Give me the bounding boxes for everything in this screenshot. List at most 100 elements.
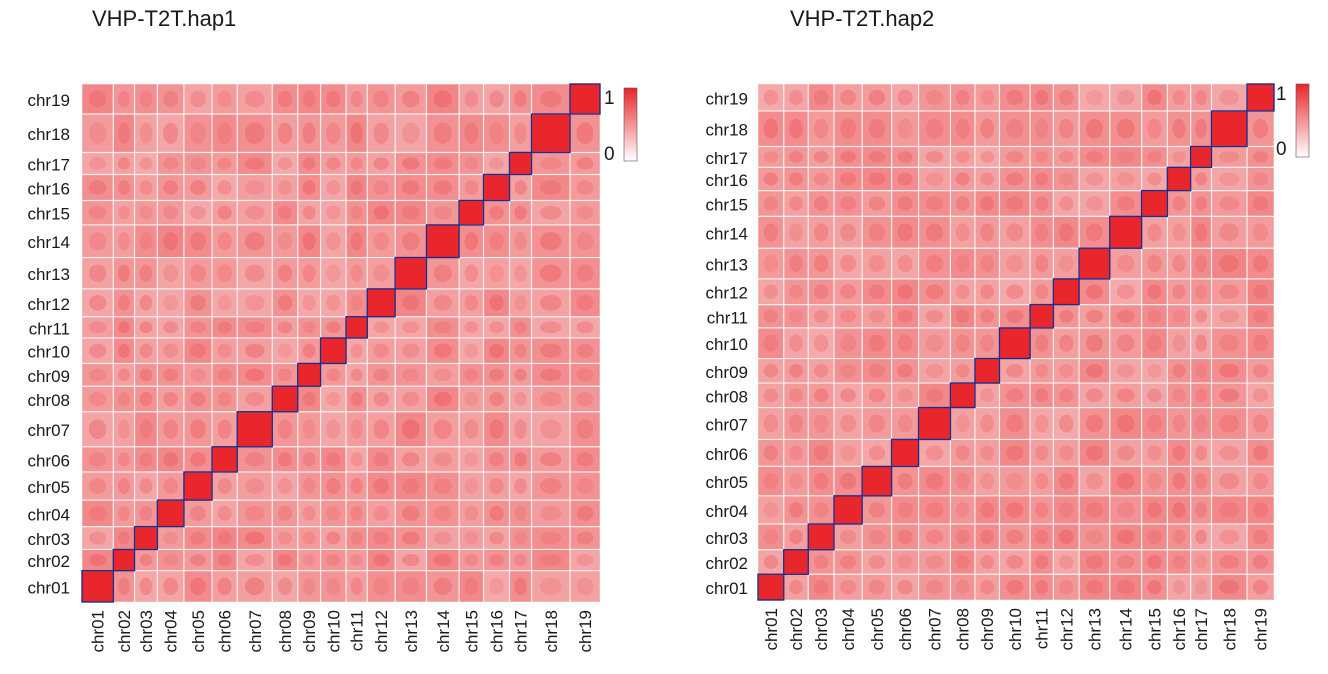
- inter-chromosome-signal: [955, 445, 970, 461]
- inter-chromosome-cell: [426, 447, 459, 472]
- y-tick-label: chr11: [707, 308, 748, 327]
- inter-chromosome-cell: [298, 317, 321, 338]
- inter-chromosome-signal: [925, 118, 944, 139]
- inter-chromosome-signal: [464, 157, 479, 170]
- inter-chromosome-cell: [184, 200, 212, 225]
- inter-chromosome-cell: [1211, 524, 1247, 550]
- inter-chromosome-cell: [1142, 248, 1167, 279]
- inter-chromosome-cell: [426, 500, 459, 527]
- inter-chromosome-signal: [576, 205, 594, 220]
- inter-chromosome-signal: [1219, 89, 1240, 106]
- inter-chromosome-signal: [1116, 309, 1135, 323]
- inter-chromosome-signal: [576, 368, 594, 382]
- intra-chromosome-cell: [808, 524, 834, 550]
- inter-chromosome-signal: [1085, 472, 1104, 490]
- inter-chromosome-cell: [1142, 167, 1167, 191]
- inter-chromosome-signal: [433, 478, 452, 494]
- inter-chromosome-signal: [576, 531, 594, 545]
- inter-chromosome-cell: [999, 84, 1030, 111]
- inter-chromosome-signal: [402, 531, 420, 545]
- inter-chromosome-signal: [1172, 555, 1186, 569]
- inter-chromosome-signal: [1085, 388, 1104, 403]
- y-tick-label: chr13: [705, 256, 748, 275]
- inter-chromosome-cell: [212, 549, 237, 571]
- inter-chromosome-signal: [244, 343, 265, 358]
- intra-chromosome-cell: [237, 411, 273, 447]
- inter-chromosome-signal: [1147, 334, 1162, 352]
- inter-chromosome-cell: [484, 571, 510, 602]
- inter-chromosome-signal: [955, 223, 970, 242]
- heatmap-panel-hap1: VHP-T2T.hap1 chr01chr02chr03chr04chr05ch…: [27, 6, 638, 653]
- inter-chromosome-signal: [277, 264, 293, 282]
- inter-chromosome-cell: [184, 571, 212, 602]
- y-tick-label: chr09: [27, 367, 70, 386]
- y-tick-label: chr18: [27, 125, 70, 144]
- inter-chromosome-signal: [1035, 472, 1049, 490]
- inter-chromosome-signal: [217, 577, 232, 596]
- colorbar: 1 0: [604, 87, 638, 165]
- diagonal-box: [81, 569, 115, 603]
- inter-chromosome-signal: [373, 157, 390, 170]
- inter-chromosome-signal: [1172, 151, 1186, 163]
- inter-chromosome-signal: [88, 452, 107, 467]
- inter-chromosome-cell: [1079, 383, 1110, 408]
- inter-chromosome-signal: [1085, 414, 1104, 433]
- inter-chromosome-cell: [834, 328, 862, 359]
- inter-chromosome-signal: [1147, 151, 1162, 163]
- inter-chromosome-cell: [570, 447, 600, 472]
- inter-chromosome-signal: [1252, 555, 1269, 569]
- inter-chromosome-signal: [1172, 414, 1186, 433]
- inter-chromosome-cell: [1142, 111, 1167, 147]
- inter-chromosome-cell: [999, 466, 1030, 496]
- inter-chromosome-signal: [980, 196, 995, 211]
- inter-chromosome-signal: [139, 157, 153, 170]
- inter-chromosome-signal: [244, 368, 265, 382]
- inter-chromosome-signal: [1147, 502, 1162, 518]
- inter-chromosome-signal: [1172, 334, 1186, 352]
- x-tick-label: chr09: [978, 608, 997, 651]
- inter-chromosome-signal: [840, 363, 856, 378]
- inter-chromosome-signal: [373, 368, 390, 382]
- inter-chromosome-signal: [117, 505, 130, 521]
- inter-chromosome-signal: [1252, 472, 1269, 490]
- inter-chromosome-signal: [244, 554, 265, 567]
- inter-chromosome-cell: [919, 279, 950, 305]
- inter-chromosome-cell: [426, 84, 459, 114]
- inter-chromosome-cell: [395, 571, 426, 602]
- inter-chromosome-signal: [789, 151, 803, 163]
- inter-chromosome-cell: [113, 200, 135, 225]
- inter-chromosome-signal: [1252, 172, 1269, 186]
- inter-chromosome-signal: [1172, 309, 1186, 323]
- inter-chromosome-cell: [321, 225, 346, 258]
- inter-chromosome-signal: [789, 223, 803, 242]
- inter-chromosome-cell: [570, 549, 600, 571]
- inter-chromosome-cell: [212, 527, 237, 549]
- inter-chromosome-signal: [840, 284, 856, 299]
- inter-chromosome-signal: [88, 157, 107, 170]
- inter-chromosome-cell: [758, 550, 784, 574]
- inter-chromosome-signal: [1172, 254, 1186, 273]
- y-tick-label: chr19: [705, 89, 748, 108]
- inter-chromosome-cell: [1247, 248, 1274, 279]
- inter-chromosome-signal: [1172, 388, 1186, 403]
- inter-chromosome-signal: [88, 264, 107, 282]
- inter-chromosome-cell: [808, 439, 834, 466]
- inter-chromosome-signal: [302, 391, 316, 407]
- inter-chromosome-cell: [1211, 328, 1247, 359]
- colorbar-min-label: 0: [604, 144, 615, 165]
- inter-chromosome-cell: [1030, 216, 1053, 248]
- inter-chromosome-signal: [190, 232, 206, 251]
- inter-chromosome-signal: [955, 502, 970, 518]
- inter-chromosome-signal: [1252, 579, 1269, 595]
- inter-chromosome-signal: [1116, 445, 1135, 461]
- inter-chromosome-cell: [1211, 305, 1247, 328]
- inter-chromosome-signal: [326, 391, 341, 407]
- inter-chromosome-cell: [570, 289, 600, 317]
- inter-chromosome-cell: [1167, 111, 1191, 147]
- inter-chromosome-cell: [1079, 328, 1110, 359]
- inter-chromosome-signal: [350, 531, 363, 545]
- inter-chromosome-signal: [897, 309, 913, 323]
- inter-chromosome-cell: [1167, 305, 1191, 328]
- inter-chromosome-signal: [1195, 445, 1207, 461]
- inter-chromosome-cell: [1167, 408, 1191, 439]
